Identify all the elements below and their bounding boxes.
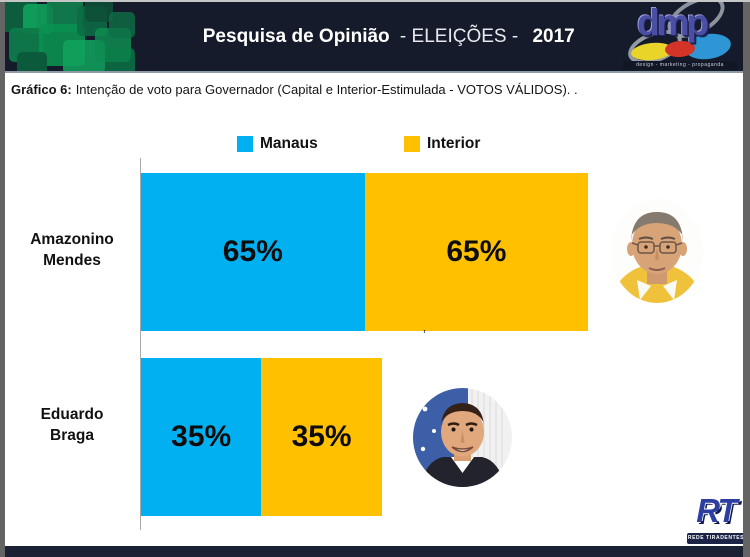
legend-swatch-manaus: [237, 136, 253, 152]
pattern-square: [85, 2, 113, 22]
dmp-tagline: design - marketing - propaganda: [623, 61, 737, 70]
rt-logo-text: RT: [696, 492, 737, 529]
dmp-logo-text: dmp: [637, 2, 709, 43]
caption-prefix: Gráfico 6:: [11, 82, 72, 97]
braga-avatar-icon: [413, 388, 512, 487]
title-main: Pesquisa de Opinião: [202, 25, 390, 47]
value-label-interior-braga: 35%: [291, 420, 352, 453]
bottom-navy-bar: [0, 546, 750, 557]
frame-right-edge: [743, 0, 750, 557]
legend-item-manaus: Manaus: [237, 134, 318, 154]
bar-segment-interior-amazonino: 65%: [364, 173, 589, 331]
category-label-line: Mendes: [43, 252, 101, 269]
legend-label-interior: Interior: [427, 135, 481, 152]
value-label-manaus-braga: 35%: [171, 420, 232, 453]
bar-row-amazonino: 65% 65%: [141, 173, 589, 331]
category-label-line: Amazonino: [30, 231, 114, 248]
app-header: Pesquisa de Opinião - ELEIÇÕES - 2017 dm…: [5, 2, 743, 73]
frame-top-edge: [0, 0, 750, 2]
candidate-photo-amazonino: [610, 198, 704, 305]
category-label-line: Braga: [50, 427, 94, 444]
value-label-manaus-amazonino: 65%: [222, 235, 283, 268]
category-label-amazonino: Amazonino Mendes: [8, 229, 136, 271]
category-label-braga: Eduardo Braga: [8, 404, 136, 446]
frame-left-edge: [0, 0, 5, 557]
value-label-interior-amazonino: 65%: [446, 235, 507, 268]
pattern-square: [17, 52, 47, 71]
caption-text: Intenção de voto para Governador (Capita…: [75, 82, 578, 97]
title-subtitle: - ELEIÇÕES -: [399, 25, 519, 47]
stray-mark: ’: [423, 327, 426, 342]
bar-segment-manaus-braga: 35%: [141, 358, 262, 516]
candidate-photo-braga: [412, 387, 513, 488]
bar-segment-interior-braga: 35%: [261, 358, 382, 516]
legend-swatch-interior: [404, 136, 420, 152]
rt-logo: RT REDE TIRADENTES: [686, 490, 746, 546]
page-title: Pesquisa de Opinião - ELEIÇÕES - 2017: [203, 26, 575, 48]
legend-label-manaus: Manaus: [260, 135, 318, 152]
legend-item-interior: Interior: [404, 134, 480, 154]
amazonino-avatar-icon: [611, 199, 703, 303]
bar-row-braga: 35% 35%: [141, 358, 382, 516]
bar-segment-manaus-amazonino: 65%: [141, 173, 365, 331]
category-label-line: Eduardo: [40, 406, 104, 423]
dmp-logo: dmp design - marketing - propaganda: [623, 2, 737, 71]
green-squares-pattern: [5, 2, 139, 71]
y-axis-line: [140, 158, 141, 530]
pattern-square: [105, 48, 135, 71]
rt-logo-tagline: REDE TIRADENTES: [687, 533, 745, 544]
title-year: 2017: [532, 25, 575, 47]
pattern-square: [109, 12, 135, 38]
chart-caption: Gráfico 6: Intenção de voto para Governad…: [11, 82, 578, 97]
